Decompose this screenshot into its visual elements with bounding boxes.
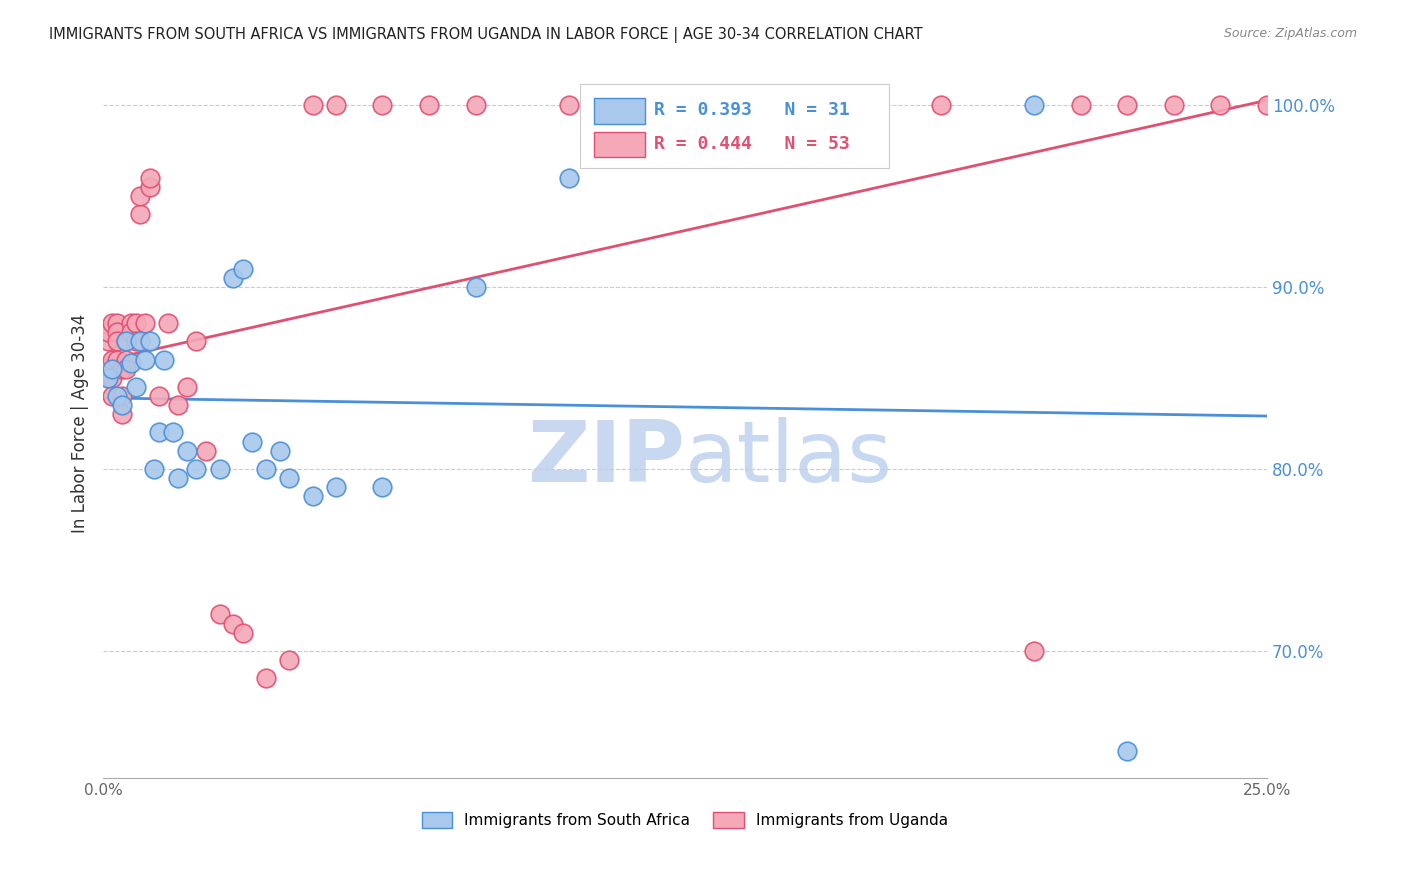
Point: [1070, 98, 1092, 112]
Point: [186, 334, 208, 349]
Point: [1024, 644, 1046, 658]
Point: [125, 316, 148, 330]
Point: [105, 334, 128, 349]
Point: [115, 334, 138, 349]
Text: R = 0.393   N = 31: R = 0.393 N = 31: [654, 102, 849, 120]
Text: atlas: atlas: [685, 417, 893, 500]
Point: [101, 352, 124, 367]
Point: [120, 326, 142, 340]
FancyBboxPatch shape: [595, 98, 645, 124]
Point: [464, 280, 486, 294]
Point: [837, 98, 859, 112]
Point: [222, 270, 245, 285]
Point: [111, 361, 134, 376]
Point: [278, 471, 301, 485]
Point: [152, 352, 174, 367]
FancyBboxPatch shape: [581, 84, 889, 168]
Point: [129, 334, 152, 349]
Point: [464, 98, 486, 112]
Point: [186, 462, 208, 476]
Point: [651, 98, 673, 112]
Point: [105, 352, 128, 367]
Point: [129, 189, 152, 203]
Point: [101, 316, 124, 330]
Point: [143, 462, 166, 476]
Point: [97, 334, 120, 349]
Point: [371, 480, 394, 494]
Point: [125, 334, 148, 349]
Y-axis label: In Labor Force | Age 30-34: In Labor Force | Age 30-34: [72, 314, 89, 533]
Point: [371, 98, 394, 112]
Point: [138, 170, 160, 185]
Point: [269, 443, 291, 458]
Point: [157, 316, 180, 330]
Point: [557, 170, 579, 185]
Point: [301, 98, 323, 112]
Point: [115, 361, 138, 376]
Point: [148, 389, 170, 403]
Point: [105, 389, 128, 403]
Point: [176, 380, 198, 394]
Point: [1256, 98, 1278, 112]
Point: [111, 407, 134, 421]
Text: Source: ZipAtlas.com: Source: ZipAtlas.com: [1223, 27, 1357, 40]
Point: [125, 380, 148, 394]
Point: [138, 179, 160, 194]
Point: [129, 207, 152, 221]
Point: [148, 425, 170, 440]
Point: [1116, 744, 1139, 758]
Point: [325, 98, 347, 112]
Text: ZIP: ZIP: [527, 417, 685, 500]
Point: [134, 352, 156, 367]
Point: [194, 443, 217, 458]
Text: IMMIGRANTS FROM SOUTH AFRICA VS IMMIGRANTS FROM UGANDA IN LABOR FORCE | AGE 30-3: IMMIGRANTS FROM SOUTH AFRICA VS IMMIGRAN…: [49, 27, 922, 43]
Point: [115, 352, 138, 367]
Point: [101, 371, 124, 385]
Point: [101, 389, 124, 403]
Point: [111, 398, 134, 412]
Point: [1163, 98, 1185, 112]
Point: [557, 98, 579, 112]
Point: [1024, 98, 1046, 112]
Point: [418, 98, 440, 112]
Point: [162, 425, 184, 440]
Point: [120, 316, 142, 330]
Point: [1116, 98, 1139, 112]
Point: [208, 462, 231, 476]
Point: [301, 489, 323, 503]
Point: [240, 434, 263, 449]
Point: [97, 371, 120, 385]
Point: [166, 471, 188, 485]
Point: [176, 443, 198, 458]
Point: [115, 334, 138, 349]
Point: [208, 607, 231, 622]
Text: R = 0.444   N = 53: R = 0.444 N = 53: [654, 136, 849, 153]
Point: [105, 326, 128, 340]
Point: [1209, 98, 1232, 112]
Point: [278, 653, 301, 667]
Point: [166, 398, 188, 412]
Point: [111, 389, 134, 403]
Point: [97, 326, 120, 340]
Point: [105, 316, 128, 330]
Point: [120, 356, 142, 370]
Point: [254, 462, 277, 476]
Point: [254, 671, 277, 685]
Point: [744, 98, 766, 112]
Point: [97, 371, 120, 385]
Point: [138, 334, 160, 349]
Point: [232, 261, 254, 276]
Point: [232, 625, 254, 640]
Point: [101, 361, 124, 376]
Point: [325, 480, 347, 494]
Legend: Immigrants from South Africa, Immigrants from Uganda: Immigrants from South Africa, Immigrants…: [416, 806, 955, 834]
FancyBboxPatch shape: [595, 132, 645, 157]
Point: [134, 316, 156, 330]
Point: [929, 98, 952, 112]
Point: [222, 616, 245, 631]
